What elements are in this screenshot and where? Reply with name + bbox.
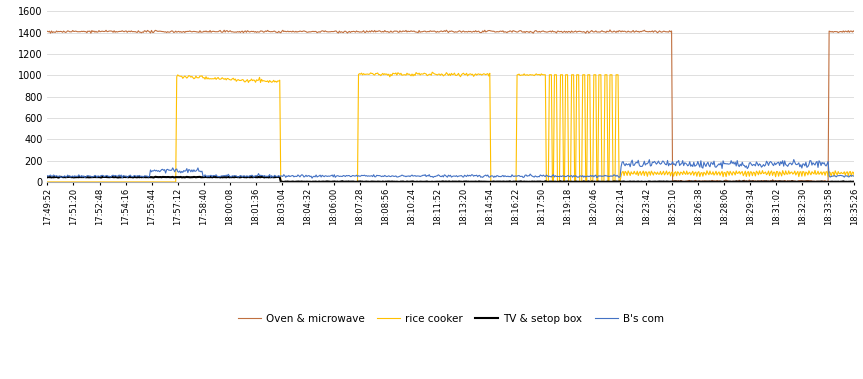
Oven & microwave xyxy=(849,30,860,34)
Oven & microwave xyxy=(91,30,102,34)
Oven & microwave xyxy=(557,29,567,34)
TV & setop box xyxy=(739,179,749,184)
rice cooker xyxy=(512,73,522,77)
TV & setop box xyxy=(656,179,666,184)
TV & setop box xyxy=(93,175,104,179)
rice cooker xyxy=(655,169,665,174)
TV & setop box xyxy=(284,180,294,184)
B's com xyxy=(307,176,318,180)
B's com xyxy=(91,175,102,180)
TV & setop box xyxy=(42,175,53,180)
B's com xyxy=(789,157,799,162)
B's com xyxy=(655,162,665,166)
Line: Oven & microwave: Oven & microwave xyxy=(47,30,854,182)
Line: B's com: B's com xyxy=(47,160,854,178)
TV & setop box xyxy=(513,179,523,184)
B's com xyxy=(849,174,860,178)
rice cooker xyxy=(427,70,438,75)
rice cooker xyxy=(849,174,860,179)
Oven & microwave xyxy=(739,178,749,183)
B's com xyxy=(512,174,522,179)
rice cooker xyxy=(533,72,544,77)
Oven & microwave xyxy=(532,30,543,34)
Line: rice cooker: rice cooker xyxy=(47,72,854,182)
Oven & microwave xyxy=(736,180,746,184)
B's com xyxy=(42,174,53,178)
Line: TV & setop box: TV & setop box xyxy=(47,177,854,182)
Oven & microwave xyxy=(511,30,521,34)
rice cooker xyxy=(557,72,568,77)
rice cooker xyxy=(738,174,748,178)
B's com xyxy=(557,174,568,178)
Oven & microwave xyxy=(42,29,53,34)
rice cooker xyxy=(42,180,53,184)
Legend: Oven & microwave, rice cooker, TV & setop box, B's com: Oven & microwave, rice cooker, TV & seto… xyxy=(234,310,668,328)
Oven & microwave xyxy=(605,28,615,32)
B's com xyxy=(738,163,748,168)
TV & setop box xyxy=(65,174,75,179)
Oven & microwave xyxy=(655,29,665,34)
B's com xyxy=(533,174,544,179)
TV & setop box xyxy=(849,179,860,184)
TV & setop box xyxy=(534,179,545,184)
rice cooker xyxy=(91,180,102,184)
TV & setop box xyxy=(558,179,569,184)
